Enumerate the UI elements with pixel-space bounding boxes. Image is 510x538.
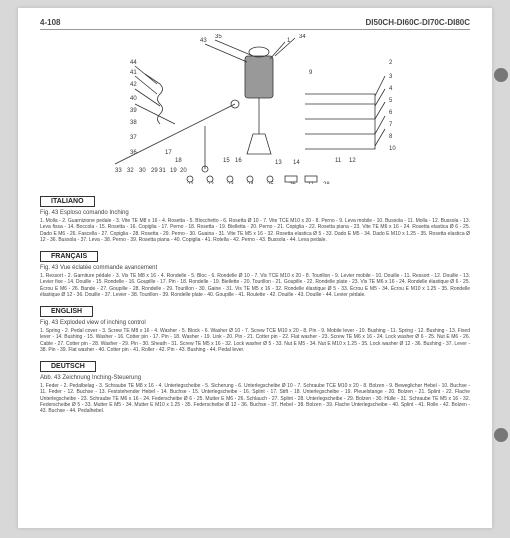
manual-page: 4-108 DI50CH-DI60C-DI70C-DI80C [18,8,492,528]
parts-deutsch: 1. Feder - 2. Pedalbelag - 3. Schraube T… [40,383,470,414]
section-english: ENGLISH Fig. 43 Exploded view of inching… [40,300,470,353]
svg-text:34: 34 [299,34,306,40]
svg-text:40: 40 [130,96,137,102]
svg-text:25: 25 [267,182,274,184]
svg-text:7: 7 [389,122,393,128]
svg-text:13: 13 [275,160,282,166]
svg-text:38: 38 [130,120,137,126]
svg-text:11: 11 [335,158,342,164]
svg-text:42: 42 [130,82,137,88]
svg-text:31: 31 [159,168,166,174]
svg-text:15: 15 [223,158,230,164]
svg-text:22: 22 [207,182,214,184]
svg-text:39: 39 [130,108,137,114]
section-deutsch: DEUTSCH Abb. 43 Zeichnung Inching-Steuer… [40,355,470,414]
svg-text:6: 6 [389,110,393,116]
caption-francais: Fig. 43 Vue éclatée commande avancement [40,265,470,271]
svg-text:44: 44 [130,60,137,66]
svg-text:4: 4 [389,86,393,92]
svg-text:43: 43 [200,38,207,44]
exploded-diagram: 444142 403938 3736 4335 134 234 567 810 … [75,34,435,184]
caption-english: Fig. 43 Exploded view of inching control [40,320,470,326]
svg-text:30: 30 [139,168,146,174]
svg-text:16: 16 [235,158,242,164]
svg-text:28: 28 [323,182,330,184]
parts-francais: 1. Ressort - 2. Garniture pédale - 3. Vi… [40,273,470,298]
lang-label-italiano: ITALIANO [40,196,95,207]
svg-text:18: 18 [175,158,182,164]
punch-hole-bottom [494,428,508,442]
page-number: 4-108 [40,18,60,27]
section-francais: FRANÇAIS Fig. 43 Vue éclatée commande av… [40,245,470,298]
svg-text:41: 41 [130,70,137,76]
parts-italiano: 1. Molla - 2. Guarnizione pedale - 3. Vi… [40,218,470,243]
svg-text:32: 32 [127,168,134,174]
parts-english: 1. Spring - 2. Pedal cover - 3. Screw TE… [40,328,470,353]
svg-text:33: 33 [115,168,122,174]
svg-text:35: 35 [215,34,222,40]
svg-text:8: 8 [389,134,393,140]
section-italiano: ITALIANO Fig. 43 Esploso comando Inching… [40,190,470,243]
svg-text:14: 14 [293,160,300,166]
svg-text:20: 20 [180,168,187,174]
svg-text:3: 3 [389,74,393,80]
svg-text:23: 23 [227,182,234,184]
svg-text:36: 36 [130,150,137,156]
svg-text:37: 37 [130,135,137,141]
caption-italiano: Fig. 43 Esploso comando Inching [40,210,470,216]
svg-text:2: 2 [389,60,393,66]
lang-label-francais: FRANÇAIS [40,251,98,262]
svg-text:5: 5 [389,98,393,104]
svg-text:17: 17 [165,150,172,156]
svg-text:29: 29 [151,168,158,174]
model-codes: DI50CH-DI60C-DI70C-DI80C [366,18,470,27]
svg-text:19: 19 [170,168,177,174]
svg-text:24: 24 [247,182,254,184]
svg-text:10: 10 [389,146,396,152]
caption-deutsch: Abb. 43 Zeichnung Inching-Steuerung [40,375,470,381]
svg-text:9: 9 [309,70,313,76]
svg-text:12: 12 [349,158,356,164]
svg-text:26: 26 [289,182,296,184]
svg-text:27: 27 [307,182,314,184]
lang-label-english: ENGLISH [40,306,93,317]
svg-text:21: 21 [187,182,194,184]
svg-text:1: 1 [287,38,291,44]
punch-hole-top [494,68,508,82]
lang-label-deutsch: DEUTSCH [40,361,96,372]
page-header: 4-108 DI50CH-DI60C-DI70C-DI80C [40,18,470,30]
